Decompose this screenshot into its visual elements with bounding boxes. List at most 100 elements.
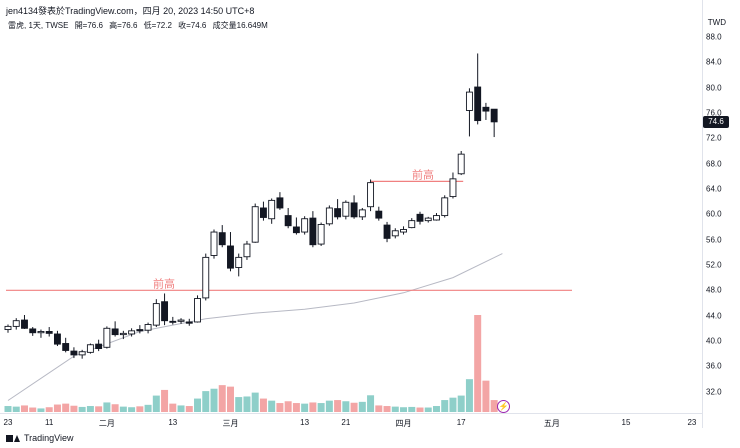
- candle-body: [152, 303, 160, 326]
- volume-bar: [136, 406, 144, 412]
- footer: TradingView: [6, 433, 74, 443]
- candle-body: [284, 215, 292, 227]
- candle-body: [268, 199, 276, 220]
- volume-bar: [194, 398, 202, 412]
- candle-body: [408, 220, 416, 229]
- candle-body: [128, 330, 136, 335]
- candle-body: [259, 207, 267, 218]
- annotation-prev-high: 前高: [153, 276, 175, 290]
- candle-body: [185, 321, 193, 324]
- candle-body: [86, 344, 94, 353]
- volume-bar: [465, 379, 473, 412]
- volume-bar: [391, 406, 399, 412]
- volume-bar: [103, 402, 111, 412]
- candle-body: [449, 178, 457, 198]
- volume-bar: [400, 407, 408, 412]
- volume-bar: [119, 406, 127, 412]
- candle-body: [144, 324, 152, 331]
- time-axis-divider: [0, 413, 702, 414]
- volume-bar: [490, 400, 498, 412]
- volume-bar: [334, 400, 342, 412]
- volume-bar: [128, 407, 136, 412]
- currency-label[interactable]: TWD: [707, 18, 726, 27]
- candle-body: [391, 230, 399, 237]
- volume-bar: [342, 401, 350, 412]
- price-tick-label: 56.0: [706, 235, 722, 245]
- legend-close: 收=74.6: [178, 21, 207, 30]
- volume-bar: [284, 401, 292, 412]
- time-tick-label: 13: [300, 418, 310, 427]
- candle-body: [342, 201, 350, 217]
- legend-volume: 成交量16.649M: [212, 21, 268, 30]
- candle-body: [177, 319, 185, 322]
- volume-bar: [441, 400, 449, 412]
- volume-bar: [95, 406, 103, 412]
- price-tick-label: 88.0: [706, 32, 722, 42]
- volume-bar: [408, 406, 416, 412]
- volume-bar: [45, 407, 53, 412]
- legend-symbol[interactable]: 雷虎, 1天, TWSE: [8, 21, 69, 30]
- volume-bar: [325, 400, 333, 412]
- candle-body: [375, 210, 383, 219]
- candle-body: [350, 202, 358, 218]
- candle-body: [194, 298, 201, 323]
- moving-average-line: [7, 253, 503, 401]
- candle-body: [383, 224, 391, 239]
- candle-body: [441, 197, 449, 217]
- volume-bar: [12, 406, 20, 412]
- last-price-label: 74.6: [703, 115, 729, 128]
- candle-body: [4, 325, 12, 331]
- volume-bar: [62, 403, 70, 412]
- volume-bar: [259, 398, 267, 412]
- candle-body: [334, 208, 342, 218]
- volume-bar: [457, 395, 465, 412]
- candle-body: [358, 209, 366, 218]
- volume-bar: [432, 406, 440, 412]
- candle-body: [136, 329, 144, 332]
- candle-body: [169, 320, 177, 323]
- candle-body: [251, 206, 259, 243]
- volume-bar: [449, 397, 457, 412]
- footer-brand: TradingView: [24, 433, 74, 443]
- price-tick-label: 52.0: [706, 260, 722, 270]
- price-tick-label: 48.0: [706, 285, 722, 295]
- candle-body: [12, 320, 20, 327]
- price-tick-label: 80.0: [706, 83, 722, 93]
- candle-body: [309, 217, 317, 246]
- candle-body: [325, 207, 333, 225]
- time-tick-label: 二月: [98, 419, 115, 428]
- volume-bar: [301, 403, 309, 412]
- legend-high: 高=76.6: [109, 21, 138, 30]
- volume-bar: [251, 392, 259, 412]
- volume-bar: [218, 385, 226, 412]
- candle-body: [111, 328, 119, 336]
- candle-body: [416, 213, 424, 222]
- legend-open: 開=76.6: [74, 21, 103, 30]
- time-tick-label: 23: [687, 418, 697, 427]
- volume-bar: [210, 388, 218, 412]
- candle-body: [103, 327, 111, 348]
- volume-bar: [161, 389, 169, 412]
- candle-body: [400, 229, 407, 233]
- price-tick-label: 32.0: [706, 387, 722, 397]
- candle-body: [424, 217, 432, 222]
- time-tick-label: 17: [456, 418, 466, 427]
- volume-bar: [111, 404, 119, 412]
- candle-body: [465, 91, 473, 111]
- volume-bar: [243, 396, 251, 412]
- candle-body: [276, 197, 284, 209]
- volume-bar: [20, 405, 28, 412]
- volume-bar: [309, 402, 317, 412]
- volume-bar: [367, 395, 375, 412]
- annotation-prev-high: 前高: [412, 167, 434, 181]
- candle-body: [62, 343, 70, 351]
- volume-bar: [383, 406, 391, 412]
- volume-bar: [53, 404, 61, 412]
- flash-icon[interactable]: ⚡: [497, 400, 510, 413]
- volume-bar: [144, 404, 152, 412]
- price-axis-divider: [702, 0, 703, 428]
- legend: 雷虎, 1天, TWSE 開=76.6 高=76.6 低=72.2 收=74.6…: [8, 20, 272, 31]
- time-tick-label: 11: [45, 418, 54, 427]
- candle-body: [53, 333, 61, 345]
